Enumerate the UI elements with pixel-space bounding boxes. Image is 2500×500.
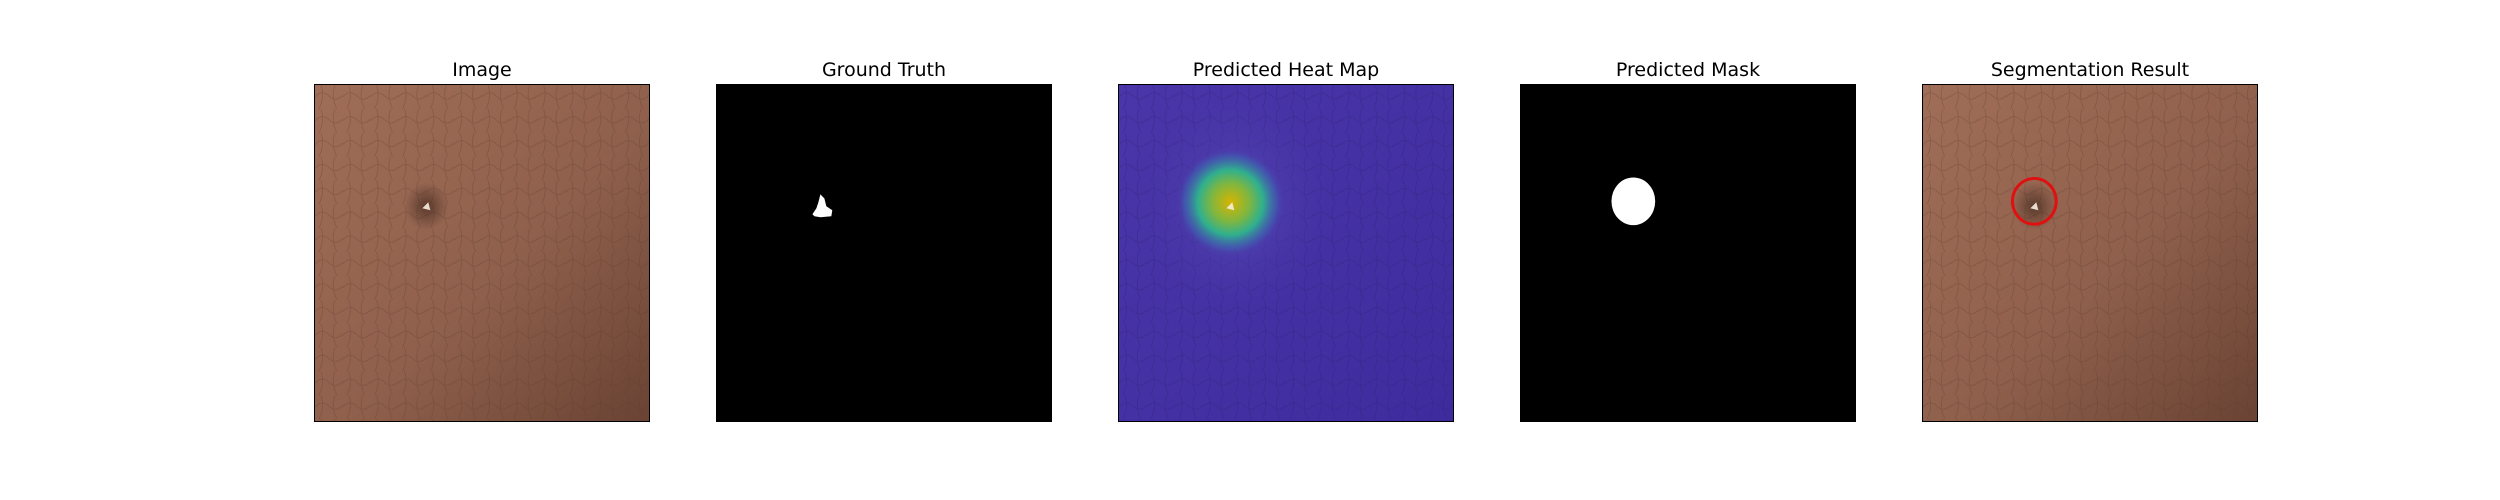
segmentation-frame bbox=[1922, 84, 2258, 422]
panel-title-heatmap: Predicted Heat Map bbox=[1192, 59, 1380, 81]
panel-title-segmentation: Segmentation Result bbox=[1990, 59, 2190, 81]
panel-title-ground-truth: Ground Truth bbox=[821, 59, 947, 81]
panel-mask: Predicted Mask bbox=[1520, 0, 1860, 500]
panel-ground-truth: Ground Truth bbox=[716, 0, 1056, 500]
heatmap-hotspot bbox=[1175, 147, 1286, 257]
segmentation-outline-circle bbox=[2010, 176, 2058, 226]
image-frame bbox=[314, 84, 650, 422]
ground-truth-defect-region bbox=[812, 194, 833, 218]
panel-heatmap: Predicted Heat Map bbox=[1118, 0, 1458, 500]
heatmap-frame bbox=[1118, 84, 1454, 422]
panel-title-mask: Predicted Mask bbox=[1615, 59, 1761, 81]
segmentation-image bbox=[1923, 85, 2257, 421]
predicted-mask-region bbox=[1611, 177, 1656, 226]
predicted-mask bbox=[1521, 85, 1855, 421]
panel-image: Image bbox=[314, 0, 654, 500]
panel-title-image: Image bbox=[452, 59, 512, 81]
ground-truth-frame bbox=[716, 84, 1052, 422]
heatmap-overlay bbox=[1119, 85, 1453, 421]
panel-segmentation: Segmentation Result bbox=[1922, 0, 2262, 500]
mask-frame bbox=[1520, 84, 1856, 422]
ground-truth-mask bbox=[717, 85, 1051, 421]
leather-image bbox=[315, 85, 649, 421]
